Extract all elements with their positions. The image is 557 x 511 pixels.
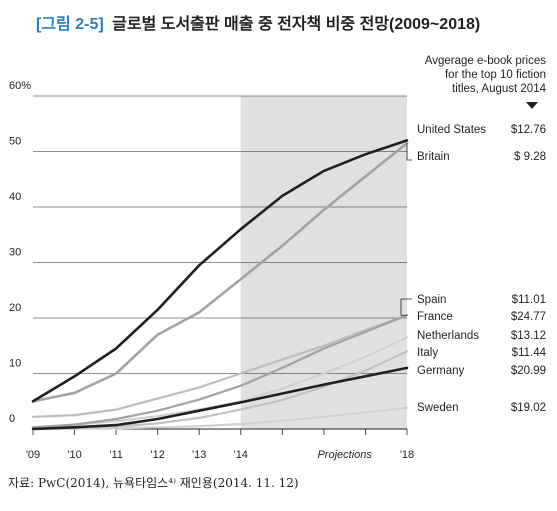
x-tick-label: '13 (192, 449, 206, 461)
series-line (31, 314, 409, 418)
y-tick-label: 60% (9, 80, 31, 92)
leader-line (406, 143, 412, 161)
series-lines (31, 139, 409, 431)
x-tick-label: '10 (67, 449, 81, 461)
x-tick-label: '12 (150, 449, 164, 461)
series-label-name: France (417, 311, 453, 323)
y-axis-labels: 0 10 20 30 40 50 60% (9, 80, 31, 425)
series-label-name: Netherlands (417, 330, 479, 342)
label-leaders (400, 143, 412, 316)
figure-title: [그림 2-5] 글로벌 도서출판 매출 중 전자책 비중 전망(2009~20… (36, 14, 480, 33)
price-note-line-1: Avgerage e-book prices (425, 55, 546, 67)
series-label-name: Spain (417, 294, 446, 306)
source-note: 자료: PwC(2014), 뉴욕타임스⁴⁾ 재인용(2014. 11. 12) (8, 476, 299, 490)
x-tick-label: Projections (317, 449, 372, 461)
x-tick-label: '18 (400, 449, 414, 461)
series-labels: United States $12.76 Britain $ 9.28 Spain $11… (417, 124, 547, 414)
series-label-name: Britain (417, 151, 450, 163)
series-line (31, 406, 409, 431)
x-axis-labels: '09 '10 '11 '12 '13 '14 Projections '18 (26, 449, 414, 461)
down-triangle-icon (526, 102, 538, 109)
series-line (31, 314, 409, 429)
price-note-line-3: titles, August 2014 (452, 83, 547, 95)
figure-title-prefix: [그림 2-5] (36, 14, 104, 33)
series-label-price: $12.76 (511, 124, 546, 136)
series-label-price: $24.77 (511, 311, 546, 323)
x-tick-label: '11 (109, 449, 123, 461)
x-tick-label: '09 (26, 449, 40, 461)
series-label-price: $ 9.28 (514, 151, 546, 163)
series-label-price: $20.99 (511, 365, 546, 377)
leader-line (400, 298, 412, 316)
series-label-price: $11.01 (512, 294, 546, 306)
y-tick-label: 30 (9, 247, 21, 259)
series-label-price: $19.02 (511, 402, 546, 414)
series-label-name: Italy (417, 347, 438, 359)
series-label-name: Sweden (417, 402, 459, 414)
series-line (31, 139, 409, 403)
price-note-line-2: for the top 10 fiction (445, 69, 546, 81)
series-label-name: Germany (417, 365, 465, 377)
y-tick-label: 50 (9, 136, 21, 148)
y-tick-label: 40 (9, 191, 21, 203)
y-tick-label: 20 (9, 302, 21, 314)
x-tick-label: '14 (234, 449, 248, 461)
x-axis-ticks (32, 429, 408, 435)
y-tick-label: 10 (9, 358, 21, 370)
y-tick-label: 0 (9, 413, 15, 425)
series-label-name: United States (417, 124, 486, 136)
series-label-price: $13.12 (511, 330, 546, 342)
series-line (31, 366, 409, 431)
series-line (31, 141, 409, 403)
series-label-price: $11.44 (512, 347, 547, 359)
figure-title-main: 글로벌 도서출판 매출 중 전자책 비중 전망(2009~2018) (112, 15, 480, 33)
